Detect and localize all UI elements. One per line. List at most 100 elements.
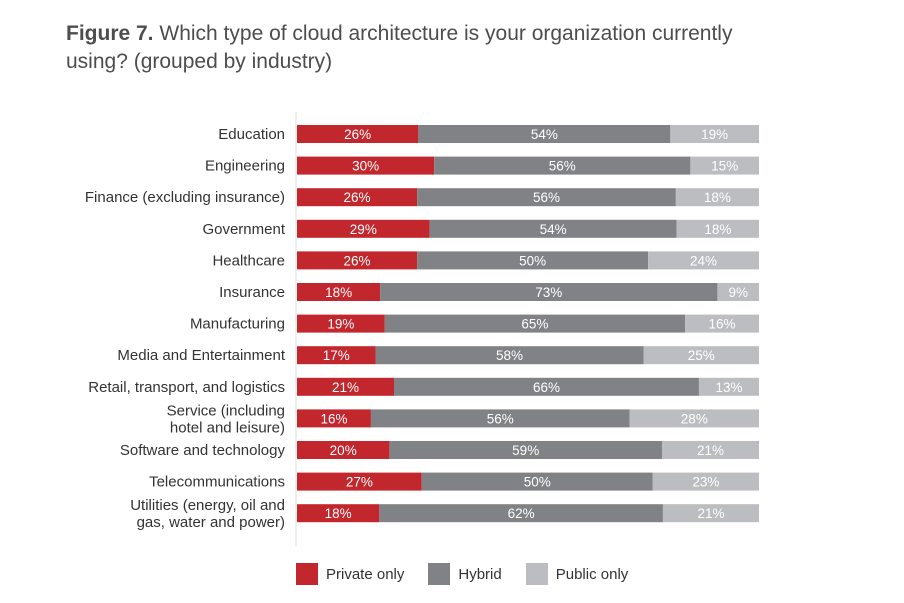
bar-segment-hybrid — [417, 251, 649, 270]
bar-segment-hybrid — [394, 377, 699, 396]
data-label-hybrid: 59% — [512, 443, 539, 458]
legend-label-hybrid: Hybrid — [458, 565, 502, 583]
category-label: Software and technology — [120, 442, 286, 459]
bar-segment-public — [698, 377, 759, 396]
data-label-private: 17% — [323, 348, 350, 363]
data-label-public: 23% — [692, 475, 719, 490]
data-label-private: 30% — [352, 159, 379, 174]
bar-segment-hybrid — [379, 504, 663, 523]
data-label-public: 25% — [688, 348, 715, 363]
data-label-public: 15% — [711, 159, 738, 174]
data-label-public: 19% — [701, 127, 728, 142]
bar-segment-hybrid — [429, 219, 677, 238]
bar-segment-private — [297, 251, 418, 270]
data-label-hybrid: 54% — [531, 127, 558, 142]
bar-segment-private — [297, 125, 419, 143]
data-label-hybrid: 56% — [487, 411, 514, 426]
category-label: Manufacturing — [190, 316, 285, 333]
data-label-private: 18% — [325, 285, 352, 300]
data-label-public: 13% — [715, 380, 742, 395]
data-label-public: 28% — [681, 411, 708, 426]
data-label-private: 27% — [346, 475, 373, 490]
data-label-public: 21% — [697, 443, 724, 458]
category-label: Education — [218, 126, 285, 143]
bar-segment-public — [643, 346, 759, 365]
legend-item-public: Public only — [525, 563, 629, 585]
category-label: Healthcare — [212, 252, 285, 269]
data-label-hybrid: 50% — [524, 475, 551, 490]
bar-segment-public — [648, 251, 759, 270]
data-label-private: 19% — [327, 317, 354, 332]
bar-segment-hybrid — [417, 188, 676, 207]
legend-label-public: Public only — [555, 565, 629, 583]
bar-segment-private — [297, 156, 435, 175]
bar-segment-hybrid — [434, 156, 691, 175]
data-label-public: 18% — [704, 222, 731, 237]
data-label-hybrid: 54% — [540, 222, 567, 237]
data-label-public: 21% — [697, 506, 724, 521]
category-label: Retail, transport, and logistics — [88, 379, 285, 396]
category-label: Engineering — [205, 158, 285, 175]
data-label-public: 9% — [728, 285, 748, 300]
data-label-public: 16% — [709, 317, 736, 332]
data-label-private: 21% — [332, 380, 359, 395]
data-label-hybrid: 73% — [535, 285, 562, 300]
bar-segment-hybrid — [389, 441, 662, 459]
data-label-hybrid: 58% — [496, 348, 523, 363]
bar-segment-private — [297, 441, 390, 459]
category-label: Service (including hotel and leisure) — [167, 402, 285, 436]
category-label: Media and Entertainment — [117, 347, 285, 364]
data-label-hybrid: 56% — [533, 190, 560, 205]
bar-segment-public — [690, 156, 759, 175]
data-label-private: 26% — [344, 190, 371, 205]
bar-segment-private — [297, 219, 430, 238]
data-label-private: 29% — [350, 222, 377, 237]
bar-segment-private — [297, 409, 371, 428]
bar-segment-public — [685, 314, 759, 333]
data-label-private: 20% — [330, 443, 357, 458]
legend-item-hybrid: Hybrid — [428, 563, 502, 585]
bar-segment-public — [676, 219, 759, 238]
bar-segment-hybrid — [421, 472, 653, 491]
figure-question: Which type of cloud architecture is your… — [66, 22, 733, 73]
bar-segment-public — [652, 472, 759, 491]
chart-title: Figure 7. Which type of cloud architectu… — [66, 20, 766, 76]
legend-swatch-private — [296, 563, 318, 585]
bar-segment-public — [661, 441, 759, 459]
chart-legend: Private only Hybrid Public only — [296, 563, 652, 585]
legend-swatch-hybrid — [428, 563, 451, 585]
category-label: Telecommunications — [149, 474, 285, 491]
bar-segment-public — [670, 125, 759, 143]
bar-segment-public — [662, 504, 759, 523]
data-label-hybrid: 62% — [508, 506, 535, 521]
data-label-hybrid: 65% — [521, 317, 548, 332]
data-label-private: 26% — [344, 253, 371, 268]
stacked-bar-chart: Education 26% 54% 19% Engineering 30% 56% 15% Fi… — [85, 112, 759, 546]
bar-segment-hybrid — [370, 409, 630, 428]
category-label: Finance (excluding insurance) — [85, 189, 285, 206]
bar-segment-public — [629, 409, 759, 428]
bar-segment-private — [297, 377, 395, 396]
bar-segment-hybrid — [418, 125, 671, 143]
data-label-public: 24% — [690, 253, 717, 268]
data-label-public: 18% — [704, 190, 731, 205]
data-label-private: 16% — [320, 411, 347, 426]
category-label: Government — [202, 221, 285, 238]
category-label: Insurance — [219, 284, 285, 301]
category-label: Utilities (energy, oil and gas, water and… — [130, 497, 285, 531]
legend-label-private: Private only — [326, 565, 405, 583]
bar-segment-private — [297, 346, 376, 365]
figure-number: Figure 7. — [66, 22, 154, 45]
data-label-hybrid: 66% — [533, 380, 560, 395]
legend-swatch-public — [525, 563, 548, 585]
data-label-private: 18% — [325, 506, 352, 521]
bar-segment-public — [675, 188, 759, 207]
bar-segment-private — [297, 188, 418, 207]
bar-segment-hybrid — [375, 346, 644, 365]
bar-segment-private — [297, 472, 422, 491]
data-label-hybrid: 50% — [519, 253, 546, 268]
bar-segment-private — [297, 504, 380, 523]
legend-item-private: Private only — [296, 563, 404, 585]
bar-segment-private — [297, 314, 385, 333]
bar-segment-public — [717, 283, 759, 301]
